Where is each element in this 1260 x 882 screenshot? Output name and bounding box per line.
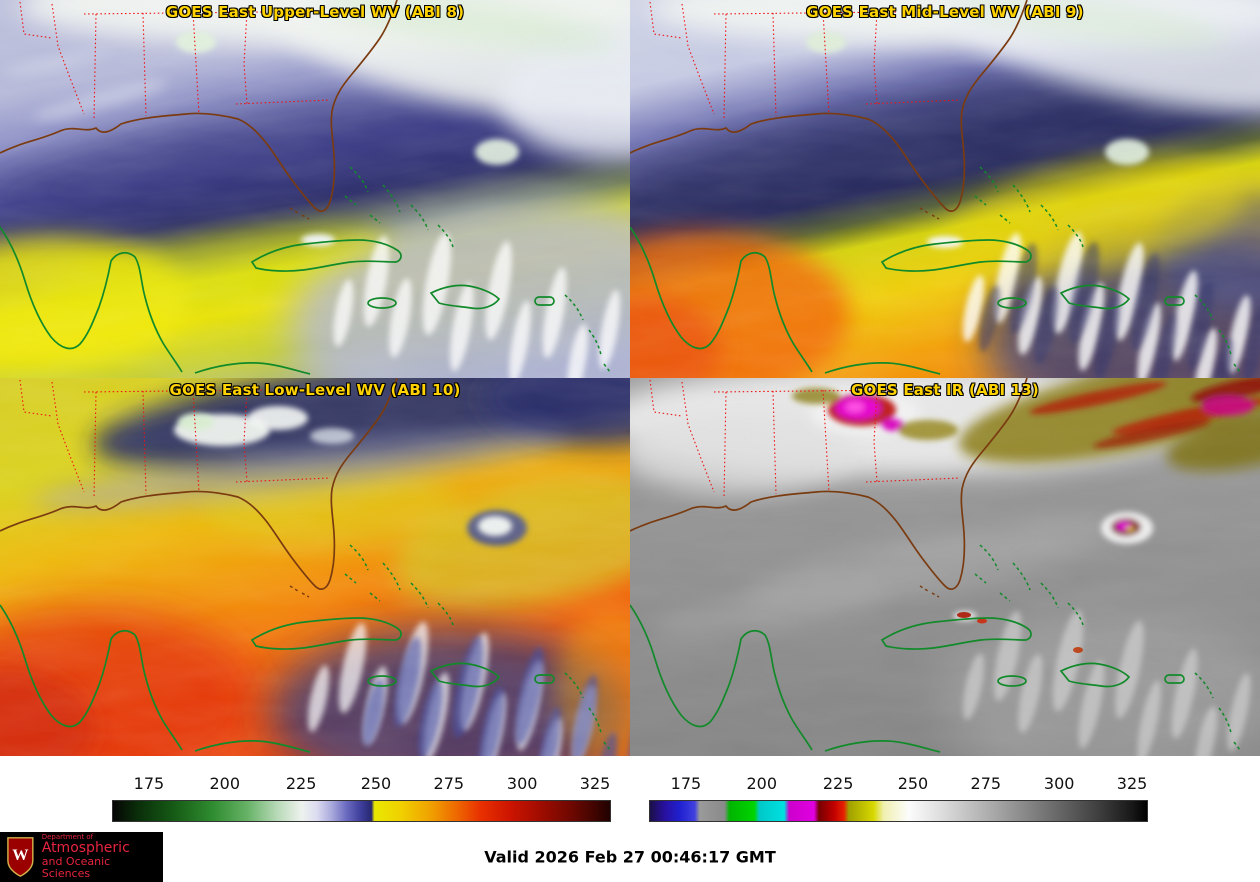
logo-text: Department of Atmospheric and Oceanic Sc… xyxy=(41,832,157,881)
colorbar-tick-label: 275 xyxy=(433,774,465,793)
logo-line2: and Oceanic Sciences xyxy=(41,855,111,881)
uw-crest-icon: W xyxy=(7,837,34,877)
colorbar-tick-label: 300 xyxy=(506,774,538,793)
crest-letter: W xyxy=(12,845,29,864)
abi9-imagery xyxy=(630,0,1260,378)
texture-noise xyxy=(0,378,630,756)
texture-noise xyxy=(630,378,1260,756)
ir-colorbar-ticks: 175 200 225 250 275 300 325 xyxy=(649,774,1148,798)
texture-noise xyxy=(0,0,630,378)
colorbar-tick-label: 225 xyxy=(822,774,854,793)
logo-line1: Atmospheric xyxy=(41,840,130,857)
logo-dept-line: Department of xyxy=(41,832,94,841)
colorbar-row: 175 200 225 250 275 300 325 175 200 225 250 275 300… xyxy=(0,756,1260,832)
texture-noise xyxy=(630,0,1260,378)
panel-abi13: GOES East IR (ABI 13) xyxy=(630,378,1260,756)
colorbar-tick-label: 225 xyxy=(285,774,317,793)
colorbar-tick-label: 200 xyxy=(209,774,241,793)
colorbar-tick-label: 200 xyxy=(746,774,778,793)
ir-colorbar xyxy=(649,800,1148,822)
colorbar-tick-label: 325 xyxy=(1116,774,1148,793)
panel-abi10: GOES East Low-Level WV (ABI 10) xyxy=(0,378,630,756)
footer: W Department of Atmospheric and Oceanic … xyxy=(0,832,1260,882)
colorbar-tick-label: 325 xyxy=(579,774,611,793)
abi10-imagery xyxy=(0,378,630,756)
abi13-imagery xyxy=(630,378,1260,756)
colorbar-tick-label: 175 xyxy=(133,774,165,793)
uw-aos-logo: W Department of Atmospheric and Oceanic … xyxy=(0,832,163,882)
ir-colorbar-group: 175 200 225 250 275 300 325 xyxy=(649,774,1148,832)
colorbar-tick-label: 300 xyxy=(1043,774,1075,793)
panel-abi9: GOES East Mid-Level WV (ABI 9) xyxy=(630,0,1260,378)
wv-colorbar xyxy=(112,800,611,822)
panel-abi8: GOES East Upper-Level WV (ABI 8) xyxy=(0,0,630,378)
satellite-panel-grid: GOES East Upper-Level WV (ABI 8) xyxy=(0,0,1260,756)
valid-time: Valid 2026 Feb 27 00:46:17 GMT xyxy=(484,847,776,867)
wv-colorbar-ticks: 175 200 225 250 275 300 325 xyxy=(112,774,611,798)
abi8-imagery xyxy=(0,0,630,378)
wv-colorbar-group: 175 200 225 250 275 300 325 xyxy=(112,774,611,832)
colorbar-tick-label: 250 xyxy=(360,774,392,793)
colorbar-tick-label: 275 xyxy=(970,774,1002,793)
colorbar-tick-label: 175 xyxy=(670,774,702,793)
colorbar-tick-label: 250 xyxy=(897,774,929,793)
